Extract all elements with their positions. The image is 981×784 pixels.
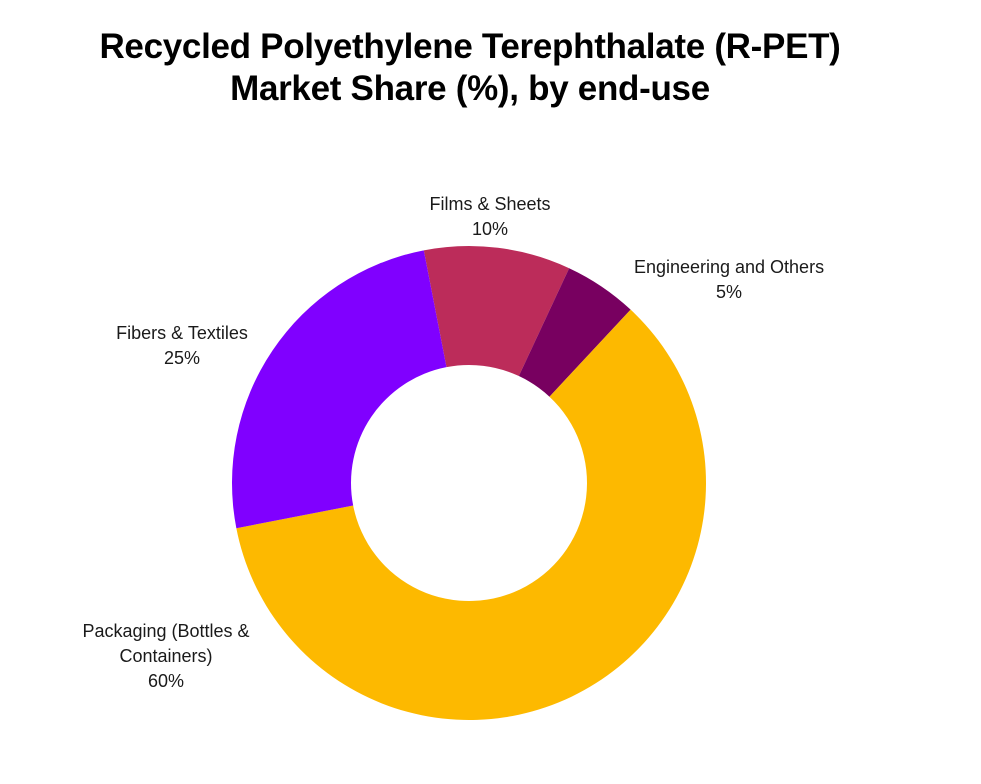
label-value: 25% xyxy=(163,348,201,368)
label-value: 5% xyxy=(715,282,742,302)
label-films-sheets: Films & Sheets 10% xyxy=(429,192,550,242)
slice-engineering-and-others xyxy=(518,268,631,397)
label-name-line2: Containers) xyxy=(119,646,213,666)
slice-packaging-bottles-containers xyxy=(236,309,707,720)
label-name-line1: Packaging (Bottles & xyxy=(82,621,250,641)
slice-films-sheets xyxy=(423,245,570,377)
slice-fibers-textiles xyxy=(232,250,447,529)
label-value: 60% xyxy=(147,671,185,691)
chart-title-line1: Recycled Polyethylene Terephthalate (R-P… xyxy=(99,27,841,66)
label-fibers-textiles: Fibers & Textiles 25% xyxy=(116,321,248,371)
chart-title: Recycled Polyethylene Terephthalate (R-P… xyxy=(0,26,940,110)
donut-slices xyxy=(232,245,707,720)
label-engineering-others: Engineering and Others 5% xyxy=(634,255,824,305)
label-name: Engineering and Others xyxy=(633,257,825,277)
label-name: Fibers & Textiles xyxy=(116,323,248,343)
label-name: Films & Sheets xyxy=(429,194,551,214)
chart-title-line2: Market Share (%), by end-use xyxy=(230,69,710,108)
label-value: 10% xyxy=(471,219,509,239)
label-packaging: Packaging (Bottles & Containers) 60% xyxy=(82,619,249,694)
